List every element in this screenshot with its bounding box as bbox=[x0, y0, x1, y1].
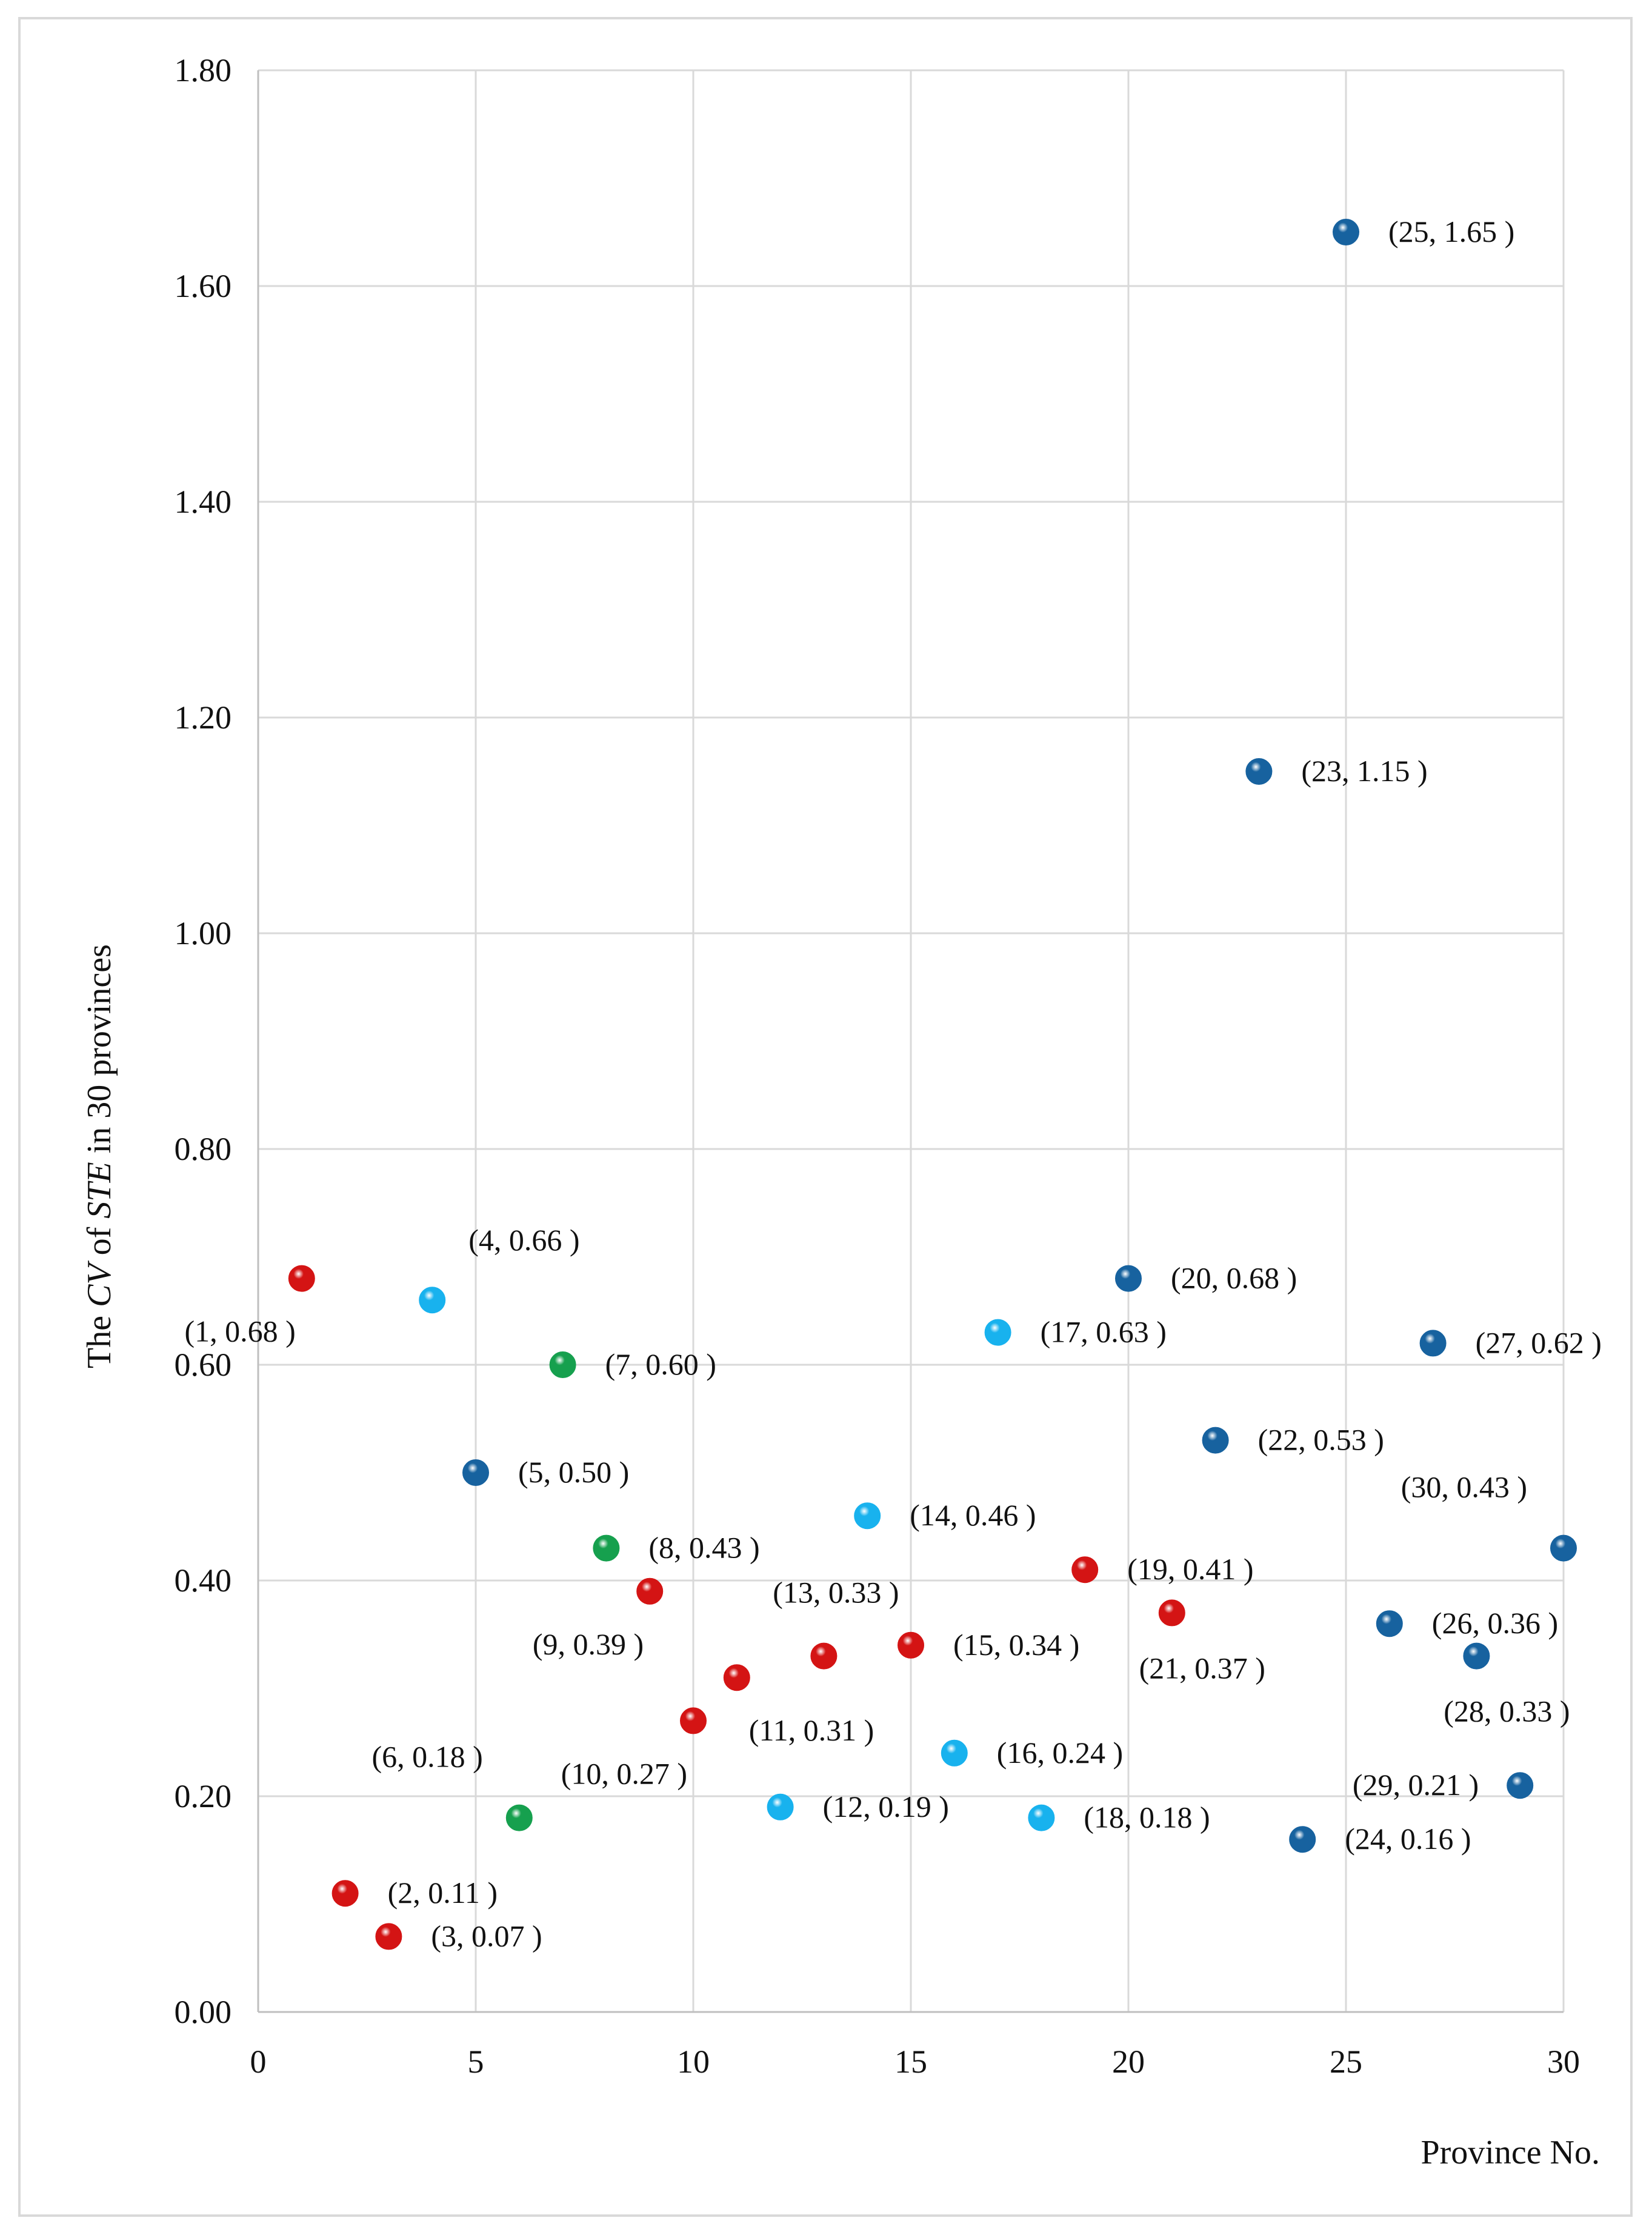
data-points bbox=[288, 219, 1577, 1950]
data-point bbox=[549, 1351, 576, 1378]
data-point bbox=[1071, 1556, 1099, 1584]
scatter-chart: 0.00 0.20 0.40 0.60 0.80 1.00 1.20 1.40 1.60 1.80… bbox=[81, 52, 1602, 2171]
data-point bbox=[1245, 758, 1273, 785]
data-point bbox=[984, 1319, 1011, 1346]
data-label: (19, 0.41 ) bbox=[1127, 1552, 1253, 1586]
data-point bbox=[375, 1923, 402, 1950]
data-point bbox=[1115, 1265, 1142, 1292]
y-tick-label: 0.60 bbox=[175, 1347, 232, 1383]
x-tick-label: 5 bbox=[468, 2043, 484, 2080]
data-point bbox=[898, 1631, 924, 1659]
x-tick-label: 10 bbox=[677, 2043, 710, 2080]
y-tick-labels: 0.00 0.20 0.40 0.60 0.80 1.00 1.20 1.40 1.60 1.80 bbox=[175, 52, 232, 2030]
data-label: (20, 0.68 ) bbox=[1171, 1261, 1297, 1295]
data-point bbox=[1419, 1330, 1447, 1357]
chart-frame: 0.00 0.20 0.40 0.60 0.80 1.00 1.20 1.40 1.60 1.80… bbox=[18, 17, 1633, 2217]
x-tick-label: 30 bbox=[1547, 2043, 1580, 2080]
y-tick-label: 0.80 bbox=[175, 1131, 232, 1167]
data-label: (8, 0.43 ) bbox=[648, 1531, 759, 1565]
data-labels: (1, 0.68 ) (2, 0.11 ) (3, 0.07 ) (4, 0.66 )… bbox=[184, 215, 1601, 1953]
data-point bbox=[593, 1534, 620, 1562]
data-point bbox=[1289, 1826, 1316, 1853]
data-label: (24, 0.16 ) bbox=[1345, 1822, 1471, 1856]
y-tick-label: 0.00 bbox=[175, 1994, 232, 2030]
x-tick-label: 20 bbox=[1112, 2043, 1145, 2080]
data-point bbox=[1376, 1610, 1403, 1637]
data-point bbox=[331, 1880, 359, 1907]
y-axis-title: The CV of STE in 30 provinces bbox=[81, 944, 118, 1368]
data-label: (30, 0.43 ) bbox=[1401, 1470, 1527, 1504]
y-axis-title-part: The bbox=[81, 1307, 118, 1368]
data-point bbox=[636, 1577, 664, 1605]
x-tick-labels: 0 5 10 15 20 25 30 bbox=[250, 2043, 1580, 2080]
y-axis-title-cv: CV bbox=[81, 1261, 118, 1307]
data-point bbox=[941, 1739, 968, 1767]
data-label: (3, 0.07 ) bbox=[431, 1919, 542, 1953]
data-point bbox=[1158, 1599, 1185, 1627]
data-label: (1, 0.68 ) bbox=[184, 1314, 295, 1348]
axes bbox=[257, 70, 1564, 2013]
y-axis-title-ste: STE bbox=[81, 1162, 118, 1218]
data-label: (16, 0.24 ) bbox=[997, 1736, 1123, 1770]
data-label: (10, 0.27 ) bbox=[561, 1756, 687, 1790]
data-point bbox=[462, 1459, 489, 1486]
data-point bbox=[810, 1642, 838, 1670]
data-label: (28, 0.33 ) bbox=[1444, 1694, 1570, 1728]
y-tick-label: 1.20 bbox=[175, 699, 232, 736]
data-point bbox=[1202, 1427, 1229, 1454]
grid-lines bbox=[257, 69, 1565, 2013]
data-label: (22, 0.53 ) bbox=[1258, 1423, 1384, 1457]
data-point bbox=[419, 1287, 446, 1314]
data-point bbox=[1507, 1772, 1534, 1799]
y-tick-label: 1.00 bbox=[175, 915, 232, 951]
x-tick-label: 15 bbox=[894, 2043, 927, 2080]
data-label: (12, 0.19 ) bbox=[823, 1790, 949, 1824]
data-label: (17, 0.63 ) bbox=[1041, 1315, 1167, 1349]
x-tick-label: 0 bbox=[250, 2043, 267, 2080]
y-tick-label: 1.40 bbox=[175, 484, 232, 520]
y-tick-label: 1.60 bbox=[175, 268, 232, 304]
data-label: (25, 1.65 ) bbox=[1388, 215, 1514, 248]
data-label: (15, 0.34 ) bbox=[953, 1628, 1079, 1662]
x-tick-label: 25 bbox=[1330, 2043, 1362, 2080]
data-label: (21, 0.37 ) bbox=[1139, 1651, 1265, 1685]
y-axis-title-part: of bbox=[81, 1219, 118, 1264]
data-label: (9, 0.39 ) bbox=[533, 1627, 644, 1661]
data-label: (11, 0.31 ) bbox=[749, 1713, 874, 1747]
data-point bbox=[1550, 1534, 1577, 1562]
data-label: (26, 0.36 ) bbox=[1432, 1606, 1558, 1640]
data-point bbox=[505, 1804, 533, 1831]
data-point bbox=[723, 1664, 750, 1691]
data-label: (5, 0.50 ) bbox=[518, 1455, 629, 1489]
data-label: (2, 0.11 ) bbox=[388, 1876, 498, 1910]
data-point bbox=[1333, 219, 1359, 245]
y-tick-label: 0.40 bbox=[175, 1562, 232, 1599]
data-point bbox=[288, 1265, 315, 1292]
y-axis-title-part: in 30 provinces bbox=[81, 944, 118, 1162]
y-tick-label: 1.80 bbox=[175, 52, 232, 88]
data-label: (14, 0.46 ) bbox=[910, 1498, 1036, 1532]
data-label: (4, 0.66 ) bbox=[468, 1223, 579, 1257]
data-point bbox=[1028, 1804, 1055, 1831]
data-label: (7, 0.60 ) bbox=[605, 1347, 716, 1381]
data-label: (23, 1.15 ) bbox=[1301, 754, 1427, 788]
data-label: (6, 0.18 ) bbox=[371, 1740, 482, 1774]
data-point bbox=[1463, 1642, 1490, 1670]
data-label: (29, 0.21 ) bbox=[1353, 1768, 1479, 1802]
data-point bbox=[680, 1707, 707, 1734]
y-tick-label: 0.20 bbox=[175, 1778, 232, 1814]
data-label: (18, 0.18 ) bbox=[1084, 1800, 1210, 1834]
data-point bbox=[767, 1793, 794, 1820]
data-label: (13, 0.33 ) bbox=[773, 1576, 899, 1610]
data-point bbox=[854, 1502, 881, 1530]
data-label: (27, 0.62 ) bbox=[1476, 1325, 1602, 1359]
x-axis-title: Province No. bbox=[1421, 2134, 1600, 2171]
